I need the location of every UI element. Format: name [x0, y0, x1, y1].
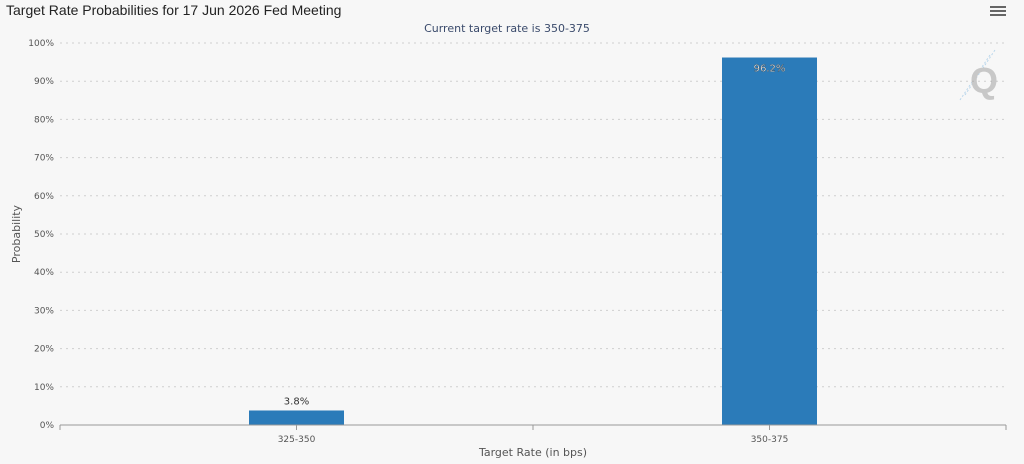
y-tick-label: 20% [34, 345, 54, 355]
x-axis-ticks: 325-350 350-375 [59, 425, 1007, 445]
chart-subtitle: Current target rate is 350-375 [424, 22, 590, 35]
y-tick-label: 60% [34, 192, 54, 202]
y-tick-label: 0% [40, 421, 55, 431]
y-tick-label: 100% [28, 39, 54, 49]
x-axis-label: Target Rate (in bps) [478, 446, 587, 459]
x-tick-label: 325-350 [278, 435, 316, 445]
y-tick-label: 80% [34, 115, 54, 125]
x-tick-label: 350-375 [751, 435, 789, 445]
gridlines [60, 42, 1006, 388]
y-tick-label: 70% [34, 154, 54, 164]
data-label: 3.8% [284, 396, 309, 407]
y-tick-label: 40% [34, 268, 54, 278]
bar[interactable] [249, 410, 344, 425]
data-label: 96.2% [754, 64, 786, 75]
svg-text:Q: Q [970, 60, 998, 101]
chart-title: Target Rate Probabilities for 17 Jun 202… [6, 2, 342, 18]
y-axis-label: Probability [10, 204, 23, 263]
bar[interactable] [722, 57, 817, 426]
y-tick-label: 90% [34, 77, 54, 87]
y-tick-label: 30% [34, 306, 54, 316]
bars [249, 57, 817, 426]
q-logo-watermark: Q [959, 49, 998, 101]
y-axis-ticks: 0% 10% 20% 30% 40% 50% 60% 70% 80% 90% 100% [28, 39, 54, 431]
y-tick-label: 50% [34, 230, 54, 240]
y-tick-label: 10% [34, 383, 54, 393]
hamburger-menu-icon[interactable] [990, 4, 1006, 20]
data-labels: 3.8% 96.2% [284, 63, 786, 407]
